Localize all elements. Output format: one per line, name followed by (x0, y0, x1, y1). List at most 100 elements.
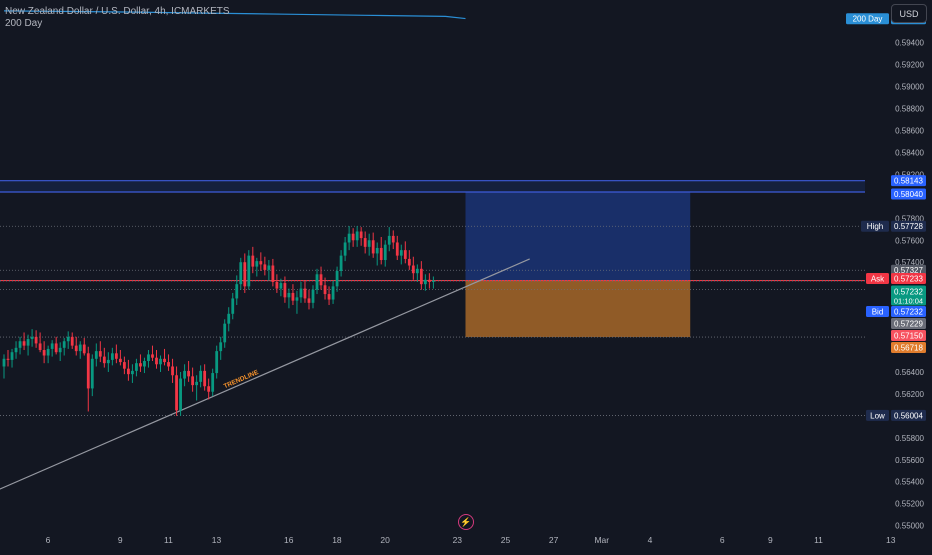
candle-body (219, 342, 223, 352)
high-value-tag-bg (891, 220, 926, 232)
lightning-icon[interactable]: ⚡ (458, 514, 474, 530)
candle-body (319, 274, 323, 286)
candle-body (303, 288, 307, 299)
bid-label-tag-bg (866, 306, 889, 318)
candle-body (419, 268, 423, 285)
resistance-zone (0, 180, 865, 192)
candle-body (403, 250, 407, 259)
low-label-tag-text: Low (870, 411, 885, 420)
candle-body (351, 233, 355, 241)
candle-body (127, 368, 130, 375)
candle-body (135, 363, 138, 371)
x-tick-label: 11 (164, 535, 173, 545)
low-label-tag-bg (866, 409, 889, 421)
candle-body (175, 375, 178, 411)
bid-label-tag-text: Bid (872, 308, 884, 317)
ma-200day-path (3, 10, 466, 20)
level-57150-tag-text: 0.57150 (894, 332, 923, 341)
candle-body (331, 286, 335, 300)
time-axis[interactable]: 691113161820232527Mar469111316 (46, 535, 932, 545)
candle-body (339, 255, 343, 271)
candle-body (30, 336, 34, 340)
x-tick-label: 9 (768, 535, 773, 545)
candle-body (54, 343, 58, 353)
candle-body (6, 358, 10, 360)
position-tool[interactable] (465, 191, 691, 338)
candle-body (139, 363, 142, 367)
y-tick-label: 0.57800 (895, 214, 924, 223)
candle-body (215, 351, 219, 374)
candle-body (78, 344, 82, 352)
level-57150-tag-bg (891, 330, 926, 342)
position-stop-zone (465, 280, 691, 338)
candle-body (379, 247, 383, 261)
candle-body (147, 354, 150, 361)
level-57229-tag-text: 0.57229 (894, 320, 923, 329)
candle-body (327, 294, 331, 300)
candle-body (82, 344, 86, 354)
candle-body (323, 285, 327, 295)
y-tick-label: 0.55000 (895, 522, 924, 531)
candle-body (167, 362, 170, 367)
y-tick-label: 0.55200 (895, 500, 924, 509)
indicator-label[interactable]: 200 Day (5, 18, 43, 29)
candle-body (14, 347, 18, 353)
x-tick-label: 20 (380, 535, 390, 545)
candle-body (114, 353, 118, 359)
candle-body (271, 265, 275, 282)
level-56718-tag-text: 0.56718 (894, 344, 923, 353)
candle-body (207, 386, 211, 392)
candle-body (143, 360, 146, 367)
candle-body (411, 265, 415, 274)
countdown-text: 01:10:04 (894, 297, 923, 306)
price-axis[interactable]: 0.59400 0.59200 0.59000 0.58800 0.58600 0.584… (895, 39, 924, 531)
candle-body (371, 240, 375, 254)
candle-body (255, 261, 259, 267)
candle-body (98, 351, 102, 357)
candle-body (263, 264, 267, 270)
ma-200day-line (3, 10, 466, 20)
candle-body (199, 370, 203, 382)
x-tick-label: 16 (284, 535, 294, 545)
high-label-tag-bg (861, 220, 889, 232)
x-tick-label: 27 (549, 535, 559, 545)
y-tick-label: 0.55400 (895, 478, 924, 487)
y-tick-label: 0.58800 (895, 105, 924, 114)
candle-body (287, 292, 291, 298)
candle-body (62, 341, 66, 348)
symbol-title[interactable]: New Zealand Dollar / U.S. Dollar, 4h, IC… (5, 6, 230, 17)
y-tick-label: 0.56200 (895, 390, 924, 399)
candle-body (38, 343, 42, 351)
candle-body (102, 356, 106, 364)
x-tick-label: 23 (453, 535, 463, 545)
candle-body (223, 323, 227, 343)
candle-body (367, 240, 371, 247)
candle-body (58, 347, 62, 353)
candle-body (335, 271, 339, 287)
candle-body (118, 358, 122, 363)
currency-button[interactable]: USD (891, 4, 927, 23)
candle-body (183, 370, 186, 379)
bid-value-tag-text: 0.57232 (894, 308, 923, 317)
candle-body (46, 348, 50, 356)
candle-body (279, 283, 283, 289)
candle-body (131, 370, 134, 375)
candle-body (251, 255, 255, 267)
candle-body (239, 262, 243, 285)
y-tick-label: 0.55800 (895, 434, 924, 443)
candle-body (259, 261, 263, 265)
candle-body (295, 297, 299, 301)
candle-body (347, 233, 351, 243)
ma-name-tag-text: 200 Day (853, 15, 883, 24)
y-tick-label: 0.59000 (895, 83, 924, 92)
candle-body (50, 343, 54, 349)
y-tick-label: 0.58600 (895, 127, 924, 136)
y-tick-label: 0.59200 (895, 61, 924, 70)
candle-body (187, 370, 190, 377)
candle-body (26, 339, 30, 346)
candle-body (66, 336, 70, 342)
candle-body (391, 235, 395, 243)
y-tick-label: 0.59400 (895, 39, 924, 48)
